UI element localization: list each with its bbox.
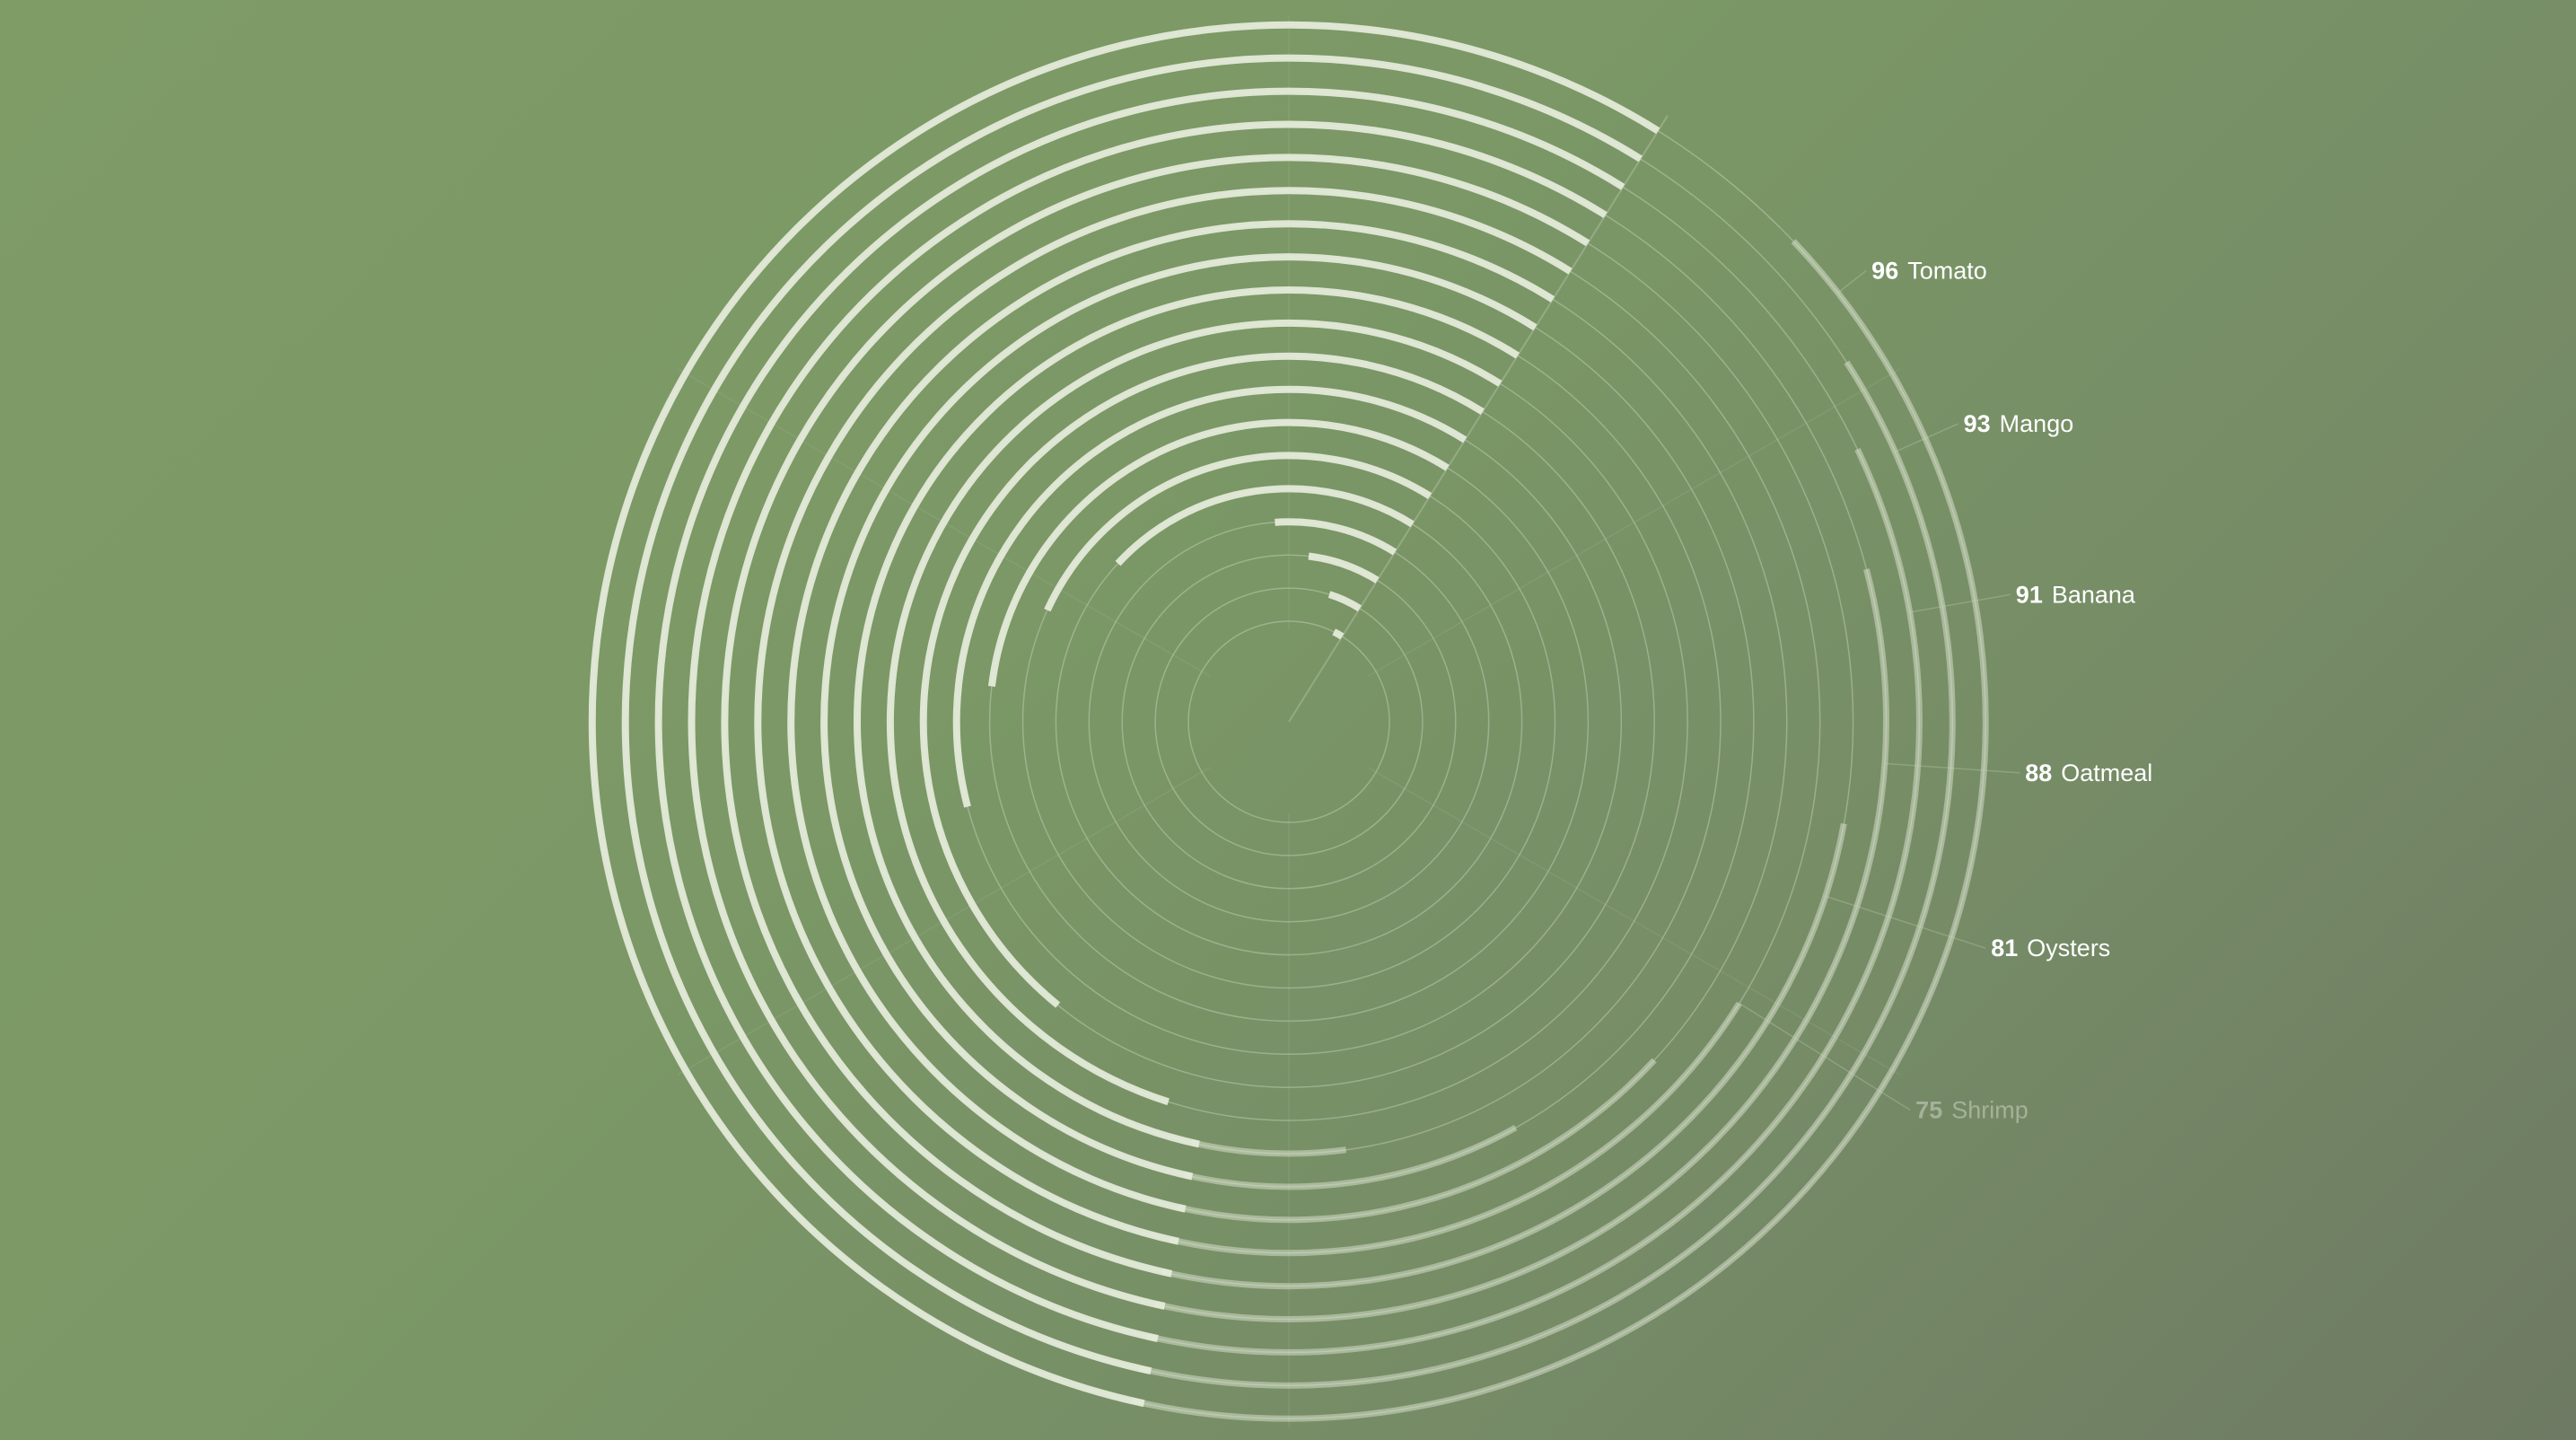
radial-spokes	[677, 15, 1901, 1428]
ring-bar	[952, 385, 1468, 808]
ring-bar	[1327, 591, 1362, 612]
ring-label-name: Mango	[2000, 410, 2074, 437]
ring-bars	[588, 21, 1989, 1422]
ring-label-name: Oysters	[2027, 935, 2110, 961]
label-leader	[1909, 593, 2011, 613]
ring-bar-tail	[1138, 360, 1956, 1389]
ring-track	[1121, 554, 1457, 890]
ring-bar	[688, 120, 1608, 1310]
ring-label-value: 81	[1991, 935, 2018, 961]
ring-bar-tail	[1191, 1139, 1347, 1157]
value-labels: 75 Shrimp 81 Oysters 88 Oatmeal 91 Banana 93 Mang…	[1739, 257, 2152, 1124]
ring-label-name: Tomato	[1907, 257, 1987, 284]
ring-bar	[721, 154, 1590, 1278]
ring-bar	[754, 187, 1573, 1245]
ring-bar	[654, 87, 1625, 1342]
ring-bar-tail	[1161, 822, 1847, 1290]
spoke-line	[1367, 767, 1901, 1076]
ring-track	[1187, 620, 1390, 823]
ring-label-name: Shrimp	[1951, 1097, 2028, 1124]
label-leader	[1825, 895, 1986, 949]
ring-bar	[787, 220, 1555, 1213]
ring-bar-tail	[1183, 1125, 1518, 1190]
ring-label: 75 Shrimp	[1915, 1097, 2028, 1124]
ring-label: 88 Oatmeal	[2025, 760, 2152, 786]
ring-track	[1154, 587, 1424, 856]
ring-bar-tail	[1146, 447, 1923, 1356]
start-spoke	[1288, 115, 1669, 723]
ring-label-name: Banana	[2052, 581, 2136, 608]
label-leader	[1895, 423, 1958, 452]
ring-bar	[1115, 485, 1415, 566]
ring-bar	[886, 319, 1503, 1106]
ring-bar	[1332, 628, 1345, 640]
ring-label-name: Oatmeal	[2061, 760, 2152, 786]
ring-label: 96 Tomato	[1871, 257, 1987, 284]
label-leader	[1884, 762, 2020, 774]
ring-bar	[588, 21, 1660, 1408]
ring-bar	[1275, 518, 1398, 556]
ring-bar	[987, 418, 1450, 687]
ring-bar-tail	[1169, 1001, 1742, 1257]
ring-label: 91 Banana	[2016, 581, 2136, 608]
ring-label-value: 93	[1964, 410, 1991, 437]
ring-label-value: 75	[1915, 1097, 1942, 1124]
label-leader	[1739, 1002, 1911, 1111]
ring-bar	[621, 54, 1643, 1375]
ring-bar	[1044, 452, 1433, 612]
ring-label: 93 Mango	[1964, 410, 2074, 437]
ring-label-value: 96	[1871, 257, 1898, 284]
ring-bar	[1308, 552, 1380, 584]
ring-bar	[820, 253, 1538, 1181]
ring-label: 81 Oysters	[1991, 935, 2110, 961]
ring-bar	[854, 286, 1520, 1148]
ring-label-value: 91	[2016, 581, 2043, 608]
ring-bar-tail	[1153, 568, 1889, 1322]
ring-bar-tail	[1131, 239, 1989, 1422]
spoke-line	[1367, 368, 1901, 677]
ring-bar	[919, 352, 1485, 1008]
label-leader	[1837, 269, 1867, 294]
ring-label-value: 88	[2025, 760, 2052, 786]
ring-bar-tail	[1176, 1058, 1657, 1224]
